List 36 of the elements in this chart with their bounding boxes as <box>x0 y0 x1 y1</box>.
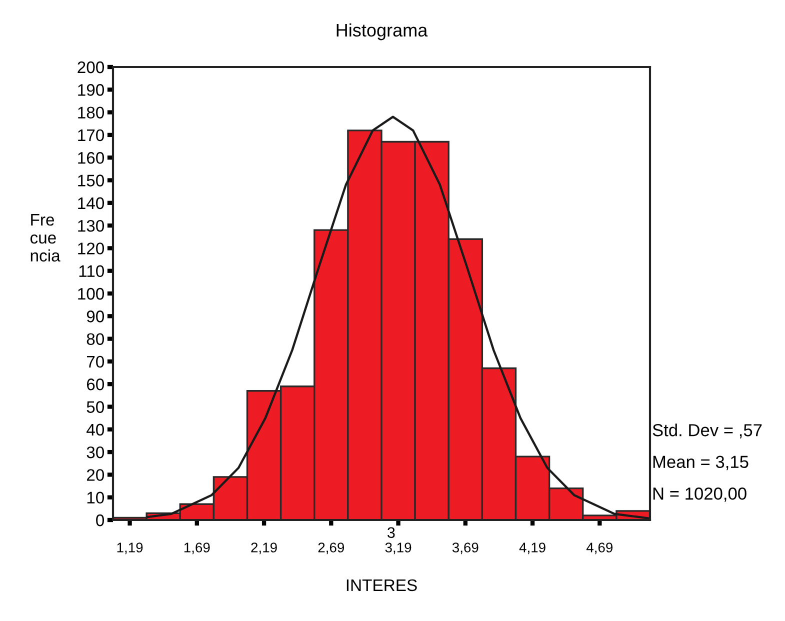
x-tick-label: 3,69 <box>452 542 478 554</box>
x-tick-label: 2,69 <box>318 542 344 554</box>
x-tick-label: 3,19 <box>385 542 412 554</box>
chart-title: Histograma <box>336 23 428 40</box>
y-tick-label: 70 <box>86 356 104 368</box>
y-tick-label: 80 <box>86 333 104 346</box>
y-tick-label: 40 <box>86 424 104 436</box>
y-tick-label: 130 <box>78 220 104 232</box>
y-tick-label: 190 <box>78 84 104 96</box>
x-axis-title: INTERES <box>346 579 417 592</box>
x-tick-label: 4,69 <box>586 542 613 554</box>
y-tick-label: 160 <box>78 152 104 164</box>
y-tick-label: 120 <box>78 242 104 254</box>
text: Std. Dev = ,57 <box>652 424 762 438</box>
y-tick-label: 170 <box>78 129 104 142</box>
text: 3 <box>388 527 395 538</box>
x-tick-label: 1,19 <box>117 542 143 554</box>
y-tick-label: 200 <box>78 61 104 74</box>
y-tick-label: 90 <box>86 310 104 322</box>
y-tick-label: 150 <box>78 174 104 186</box>
y-tick-label: 100 <box>78 288 104 300</box>
text: N = 1020,00 <box>653 487 746 502</box>
y-tick-label: 60 <box>86 378 104 390</box>
y-tick-label: 10 <box>87 492 104 504</box>
y-tick-label: 110 <box>79 265 104 278</box>
y-tick-label: 20 <box>86 469 104 481</box>
y-tick-label: 30 <box>86 446 104 458</box>
x-tick-label: 2,19 <box>251 542 277 554</box>
y-tick-label: 140 <box>78 197 104 210</box>
x-tick-label: 1,69 <box>184 542 210 554</box>
y-tick-label: 180 <box>78 106 104 119</box>
x-tick-label: 4,19 <box>519 542 546 554</box>
y-tick-label: 0 <box>96 514 104 526</box>
y-axis-title: Fre cue ncia <box>30 214 60 262</box>
y-tick-label: 50 <box>86 401 104 413</box>
text: Mean = 3,15 <box>653 456 748 470</box>
